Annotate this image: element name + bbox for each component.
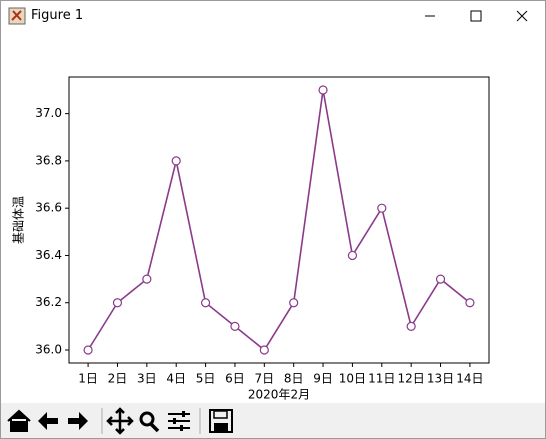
x-tick-label: 13日	[427, 372, 454, 386]
zoom-button[interactable]	[139, 411, 160, 433]
forward-button[interactable]	[68, 412, 88, 430]
back-button[interactable]	[38, 412, 58, 430]
y-tick-label: 37.0	[35, 106, 62, 120]
x-tick-label: 9日	[313, 372, 333, 386]
x-tick-label: 5日	[196, 372, 216, 386]
y-tick-label: 36.2	[35, 295, 62, 309]
toolbar-icons	[7, 407, 233, 435]
x-tick-label: 10日	[339, 372, 366, 386]
x-tick-label: 8日	[284, 372, 304, 386]
marker	[230, 321, 240, 331]
line	[87, 89, 471, 352]
marker	[171, 156, 181, 166]
close-button[interactable]	[516, 10, 528, 22]
marker	[435, 274, 446, 284]
x-tick-label: 1日	[78, 372, 98, 386]
marker	[259, 345, 269, 355]
marker	[377, 203, 387, 213]
x-tick-label: 6日	[225, 372, 245, 386]
y-tick-label: 36.8	[35, 153, 62, 167]
configure-button[interactable]	[168, 411, 190, 431]
home-button[interactable]	[7, 409, 31, 432]
x-tick-label: 14日	[456, 372, 483, 386]
window-title: Figure 1	[31, 8, 84, 23]
x-tick-label: 3日	[137, 372, 157, 386]
y-tick-label: 36.0	[35, 343, 62, 357]
marker	[347, 250, 358, 261]
maximize-button[interactable]	[470, 10, 482, 22]
app-icon-glyph	[11, 10, 22, 21]
marker	[142, 274, 152, 284]
x-axis-label: 2020年2月	[248, 388, 310, 402]
x-tick-label: 7日	[254, 372, 274, 386]
y-tick-label: 36.6	[35, 201, 62, 215]
x-tick-label: 11日	[368, 372, 395, 386]
chart: 2020年2月 基础体温 36.0 36.2 36.4 36.6 36.8 37.0 1日 2…	[12, 76, 490, 402]
marker	[289, 298, 299, 308]
marker	[465, 298, 475, 308]
y-axis-label: 基础体温	[12, 196, 26, 244]
toolbar	[1, 403, 545, 438]
pan-button[interactable]	[106, 407, 134, 435]
marker	[200, 298, 211, 308]
save-button[interactable]	[209, 409, 233, 433]
x-tick-label: 4日	[166, 372, 186, 386]
title-bar: Figure 1	[1, 1, 545, 31]
x-tick-label: 2日	[108, 372, 128, 386]
x-tick-label: 12日	[398, 372, 425, 386]
marker	[318, 85, 328, 95]
marker	[83, 345, 93, 355]
marker	[112, 298, 123, 308]
marker	[406, 321, 416, 331]
y-tick-label: 36.4	[35, 248, 62, 262]
plot-area	[68, 76, 490, 364]
title-icons	[8, 7, 528, 25]
